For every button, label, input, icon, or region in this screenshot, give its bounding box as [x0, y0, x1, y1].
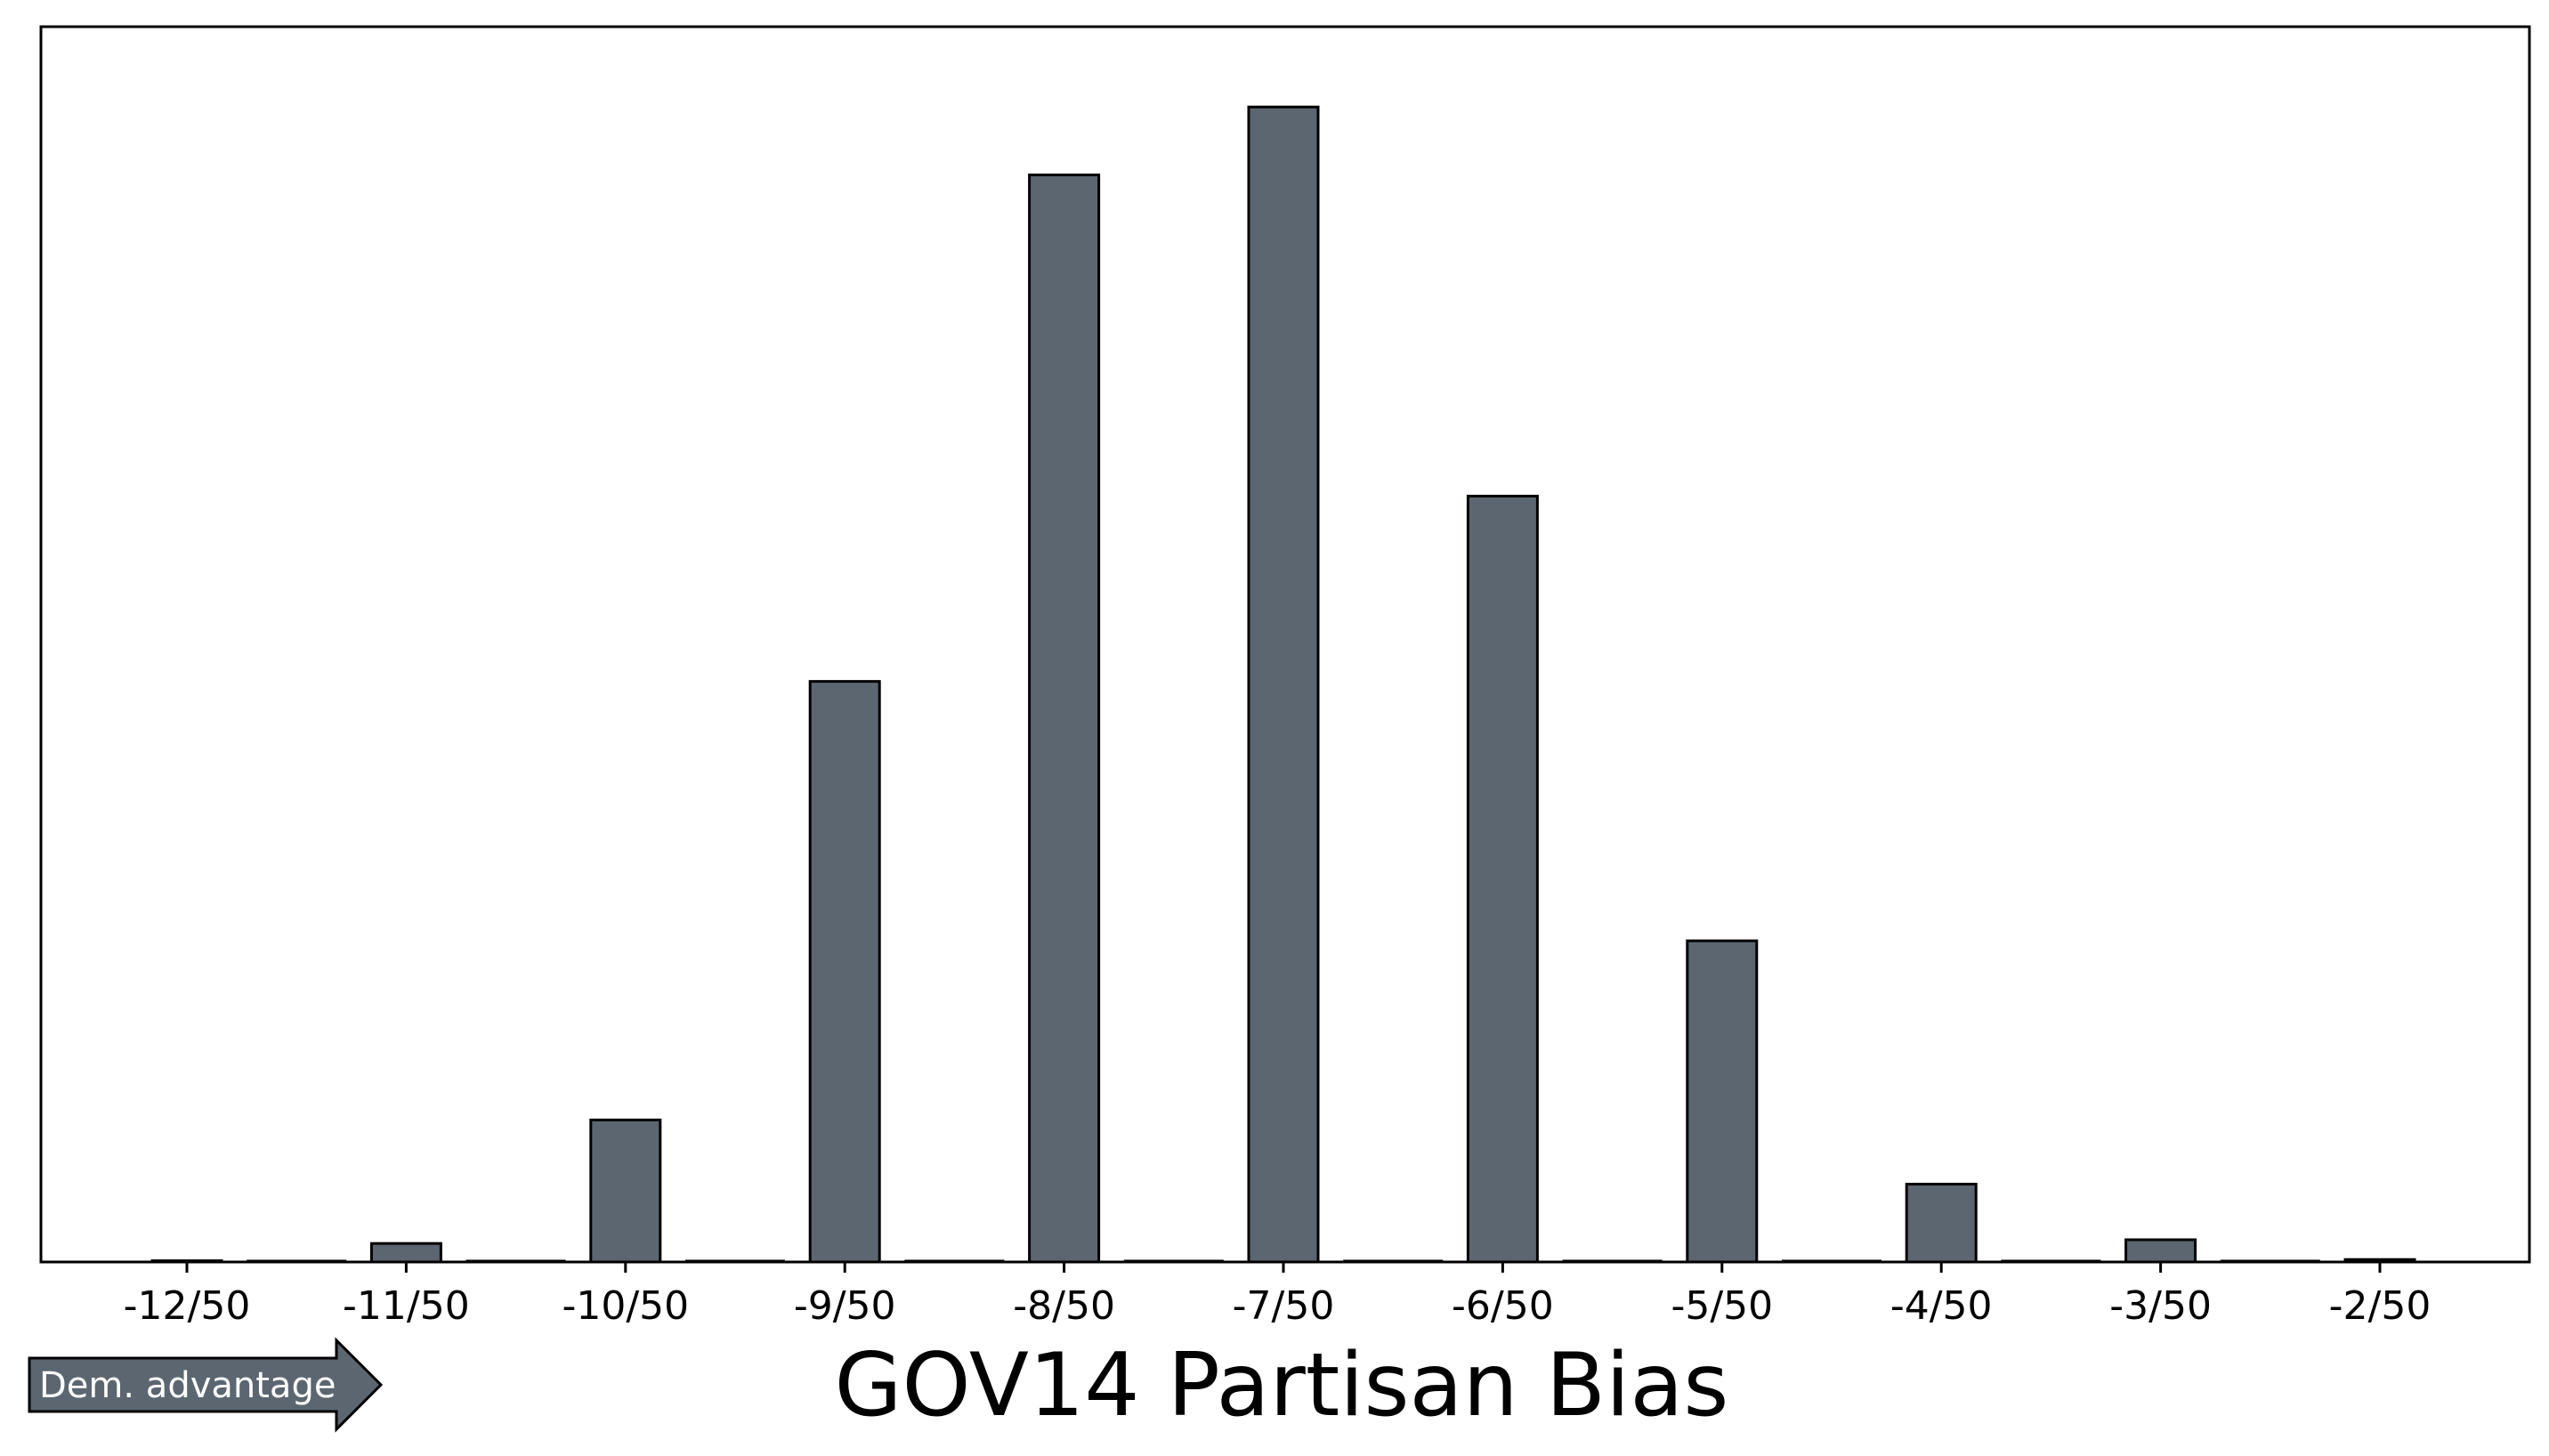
bar--5/50 [1686, 939, 1759, 1264]
plot-frame [39, 25, 2531, 1264]
x-tick-label: -10/50 [562, 1283, 689, 1329]
x-tick-label: -3/50 [2109, 1283, 2212, 1329]
x-tick-label: -7/50 [1233, 1283, 1335, 1329]
bar--8/50 [1028, 174, 1101, 1264]
x-tick-label: -11/50 [343, 1283, 470, 1329]
x-tick-label: -5/50 [1671, 1283, 1773, 1329]
x-ticks-group: -12/50 -11/50 -10/50 -9/50 -8/50 -7/50 -6/50 -5… [124, 1262, 2432, 1329]
x-tick-label: -6/50 [1452, 1283, 1554, 1329]
bar--9/50 [808, 680, 881, 1264]
x-axis-label: GOV14 Partisan Bias [835, 1335, 1729, 1436]
bar--4/50 [1905, 1183, 1978, 1264]
bar--3/50 [2124, 1238, 2197, 1264]
x-tick-label: -2/50 [2329, 1283, 2432, 1329]
x-tick-label: -12/50 [124, 1283, 251, 1329]
bar--10/50 [589, 1118, 662, 1264]
arrow-label: Dem. advantage [39, 1365, 336, 1406]
dem-advantage-arrow: Dem. advantage [28, 1337, 384, 1433]
bar--11/50 [369, 1242, 442, 1264]
bar--6/50 [1466, 494, 1539, 1264]
arrow-shape [28, 1337, 384, 1433]
x-tick-label: -9/50 [794, 1283, 896, 1329]
bars-group [150, 105, 2416, 1264]
x-tick-label: -8/50 [1013, 1283, 1115, 1329]
bar--7/50 [1247, 105, 1320, 1264]
x-tick-label: -4/50 [1890, 1283, 1993, 1329]
